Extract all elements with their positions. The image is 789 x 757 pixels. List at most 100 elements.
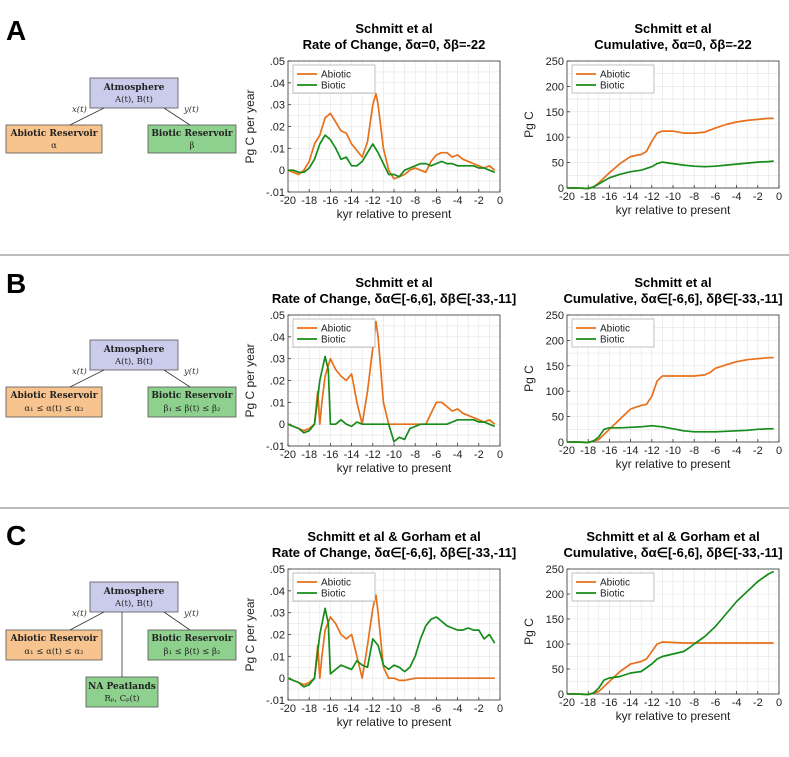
x-tick-label: -10 xyxy=(386,449,402,461)
x-tick-label: -6 xyxy=(432,449,442,461)
chart-subtitle: Rate of Change, δα∈[-6,6], δβ∈[-33,-11] xyxy=(272,545,516,560)
x-tick-label: -6 xyxy=(711,697,721,709)
abiotic-sub: α₁ ≤ α(t) ≤ α₂ xyxy=(24,403,83,414)
legend-box xyxy=(292,64,376,94)
chart-subtitle: Rate of Change, δα=0, δβ=-22 xyxy=(303,37,486,52)
atmosphere-title: Atmosphere xyxy=(103,587,165,597)
x-tick-label: -18 xyxy=(301,195,317,207)
x-tick-label: -12 xyxy=(644,445,660,457)
x-tick-label: -4 xyxy=(453,449,463,461)
y-tick-label: 0 xyxy=(558,437,564,449)
legend-label: Abiotic xyxy=(600,578,630,589)
x-tick-label: 0 xyxy=(776,445,782,457)
peatlands-sub: Rₚ, Cₚ(t) xyxy=(104,693,139,704)
edge-left xyxy=(69,369,105,388)
chart-title: Schmitt et al xyxy=(634,21,711,36)
legend-label: Biotic xyxy=(321,335,345,346)
y-tick-label: 200 xyxy=(546,335,564,347)
y-tick-label: .04 xyxy=(270,332,285,344)
x-tick-label: -10 xyxy=(665,445,681,457)
x-tick-label: -16 xyxy=(601,191,617,203)
legend-box xyxy=(292,318,376,348)
diagram-a: Atmosphere A(t), B(t) Abiotic Reservoir … xyxy=(5,77,237,154)
legend-label: Biotic xyxy=(600,335,624,346)
edge-left-label: x(t) xyxy=(72,366,87,377)
biotic-box xyxy=(147,386,237,418)
diagram-b: Atmosphere A(t), B(t) Abiotic Reservoir … xyxy=(5,339,237,418)
y-tick-label: .02 xyxy=(270,122,285,134)
y-tick-label: 250 xyxy=(546,56,564,68)
y-tick-label: 250 xyxy=(546,564,564,576)
panel-label-c: C xyxy=(6,520,26,551)
y-tick-label: .04 xyxy=(270,586,285,598)
series-line-biotic xyxy=(567,570,775,696)
y-tick-label: .03 xyxy=(270,100,285,112)
x-tick-label: -2 xyxy=(753,445,763,457)
y-tick-label: -.01 xyxy=(266,441,285,453)
y-tick-label: 150 xyxy=(546,107,564,119)
x-tick-label: -2 xyxy=(474,703,484,715)
edge-right-label: y(t) xyxy=(183,104,199,115)
x-tick-label: -12 xyxy=(644,191,660,203)
abiotic-box xyxy=(5,124,103,154)
x-tick-label: -14 xyxy=(344,703,360,715)
chart-subtitle: Cumulative, δα∈[-6,6], δβ∈[-33,-11] xyxy=(563,545,782,560)
chart-A-rate: -20 -18 -16 -14 -12 -10 -8 -6 -4 -2 0-.010.01.02.0… xyxy=(243,21,503,221)
y-axis-label: Pg C per year xyxy=(243,597,257,671)
x-tick-label: -18 xyxy=(301,449,317,461)
legend-box xyxy=(571,572,655,602)
x-tick-label: -10 xyxy=(386,195,402,207)
x-tick-label: -8 xyxy=(689,445,699,457)
chart-C-cum: -20 -18 -16 -14 -12 -10 -8 -6 -4 -2 00501001502002… xyxy=(522,529,783,723)
y-tick-label: 150 xyxy=(546,614,564,626)
y-tick-label: -.01 xyxy=(266,695,285,707)
edge-left-label: x(t) xyxy=(72,104,87,115)
y-tick-label: 200 xyxy=(546,589,564,601)
charts-container: -20 -18 -16 -14 -12 -10 -8 -6 -4 -2 0-.010.01.02.0… xyxy=(243,21,783,729)
x-tick-label: -16 xyxy=(601,445,617,457)
x-tick-label: 0 xyxy=(776,191,782,203)
legend-box xyxy=(571,64,655,94)
y-tick-label: 100 xyxy=(546,132,564,144)
x-tick-label: 0 xyxy=(497,703,503,715)
legend-label: Biotic xyxy=(321,589,345,600)
chart-subtitle: Cumulative, δα=0, δβ=-22 xyxy=(594,37,751,52)
y-axis-label: Pg C xyxy=(522,618,536,645)
x-tick-label: -18 xyxy=(580,697,596,709)
y-tick-label: .03 xyxy=(270,608,285,620)
x-tick-label: -2 xyxy=(753,697,763,709)
chart-B-cum: -20 -18 -16 -14 -12 -10 -8 -6 -4 -2 00501001502002… xyxy=(522,275,783,471)
x-tick-label: -20 xyxy=(559,697,575,709)
atmosphere-title: Atmosphere xyxy=(103,345,165,355)
y-tick-label: 50 xyxy=(552,158,564,170)
abiotic-title: Abiotic Reservoir xyxy=(9,129,97,139)
atmosphere-title: Atmosphere xyxy=(103,83,165,93)
legend-label: Biotic xyxy=(600,589,624,600)
atmosphere-sub: A(t), B(t) xyxy=(114,356,153,367)
atmosphere-box xyxy=(89,339,179,371)
atmosphere-box xyxy=(89,581,179,613)
abiotic-box xyxy=(5,386,103,418)
abiotic-sub: α₁ ≤ α(t) ≤ α₂ xyxy=(24,646,83,657)
x-tick-label: -6 xyxy=(711,445,721,457)
x-tick-label: -2 xyxy=(753,191,763,203)
y-tick-label: 0 xyxy=(558,183,564,195)
y-axis-label: Pg C xyxy=(522,365,536,392)
x-tick-label: 0 xyxy=(497,195,503,207)
edge-right xyxy=(163,107,191,126)
y-tick-label: 100 xyxy=(546,386,564,398)
y-tick-label: .01 xyxy=(270,397,285,409)
legend-label: Abiotic xyxy=(321,578,351,589)
y-tick-label: .02 xyxy=(270,630,285,642)
legend-label: Biotic xyxy=(321,81,345,92)
y-tick-label: -.01 xyxy=(266,187,285,199)
chart-B-rate: -20 -18 -16 -14 -12 -10 -8 -6 -4 -2 0-.010.01.02.0… xyxy=(243,275,516,475)
y-tick-label: 0 xyxy=(558,689,564,701)
x-tick-label: -6 xyxy=(432,195,442,207)
x-tick-label: -8 xyxy=(410,703,420,715)
x-tick-label: -18 xyxy=(580,445,596,457)
chart-subtitle: Rate of Change, δα∈[-6,6], δβ∈[-33,-11] xyxy=(272,291,516,306)
x-tick-label: -20 xyxy=(559,445,575,457)
legend-box xyxy=(292,572,376,602)
